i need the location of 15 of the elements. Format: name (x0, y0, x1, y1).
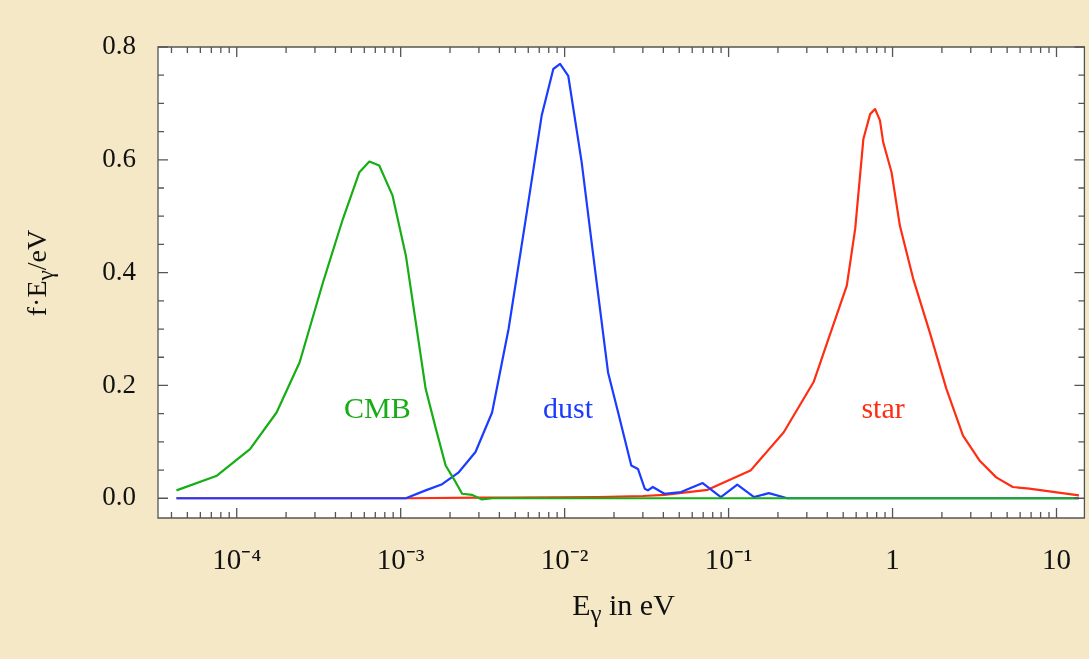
x-tick-label: 10⁻¹ (704, 543, 753, 576)
y-tick-label: 0.4 (102, 255, 137, 286)
x-tick-label: 10⁻⁴ (212, 543, 262, 576)
series-label: CMB (344, 390, 411, 424)
y-tick-label: 0.0 (102, 481, 136, 512)
x-tick-label: 10 (1042, 543, 1071, 576)
x-tick-label: 10⁻² (540, 543, 589, 576)
y-tick-label: 0.2 (102, 368, 136, 399)
x-axis-title: E$_{γ}$ in eV (571, 588, 676, 628)
y-tick-label: 0.6 (102, 142, 136, 173)
x-tick-label: 1 (885, 543, 900, 576)
series-label: star (861, 390, 905, 424)
series-label: dust (543, 390, 594, 424)
y-tick-label: 0.8 (102, 30, 136, 61)
x-tick-label: 10⁻³ (376, 543, 425, 576)
